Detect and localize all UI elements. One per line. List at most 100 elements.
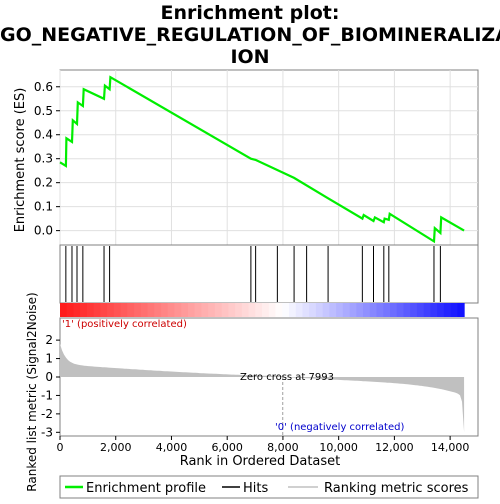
color-bar-segment bbox=[383, 303, 391, 317]
color-bar-segment bbox=[403, 303, 411, 317]
color-bar-segment bbox=[275, 303, 283, 317]
color-bar-segment bbox=[356, 303, 364, 317]
color-bar-segment bbox=[201, 303, 209, 317]
color-bar-segment bbox=[443, 303, 452, 317]
color-bar-segment bbox=[194, 303, 203, 317]
x-tick-label: 10,000 bbox=[319, 441, 358, 454]
legend-label-metric: Ranking metric scores bbox=[324, 481, 469, 496]
color-bar-segment bbox=[349, 303, 357, 317]
metric-y-axis: -3 -2 -1 0 1 2 bbox=[41, 333, 60, 439]
hits-panel-frame bbox=[59, 244, 479, 304]
x-tick-label: 2,000 bbox=[100, 441, 132, 454]
color-bar-segment bbox=[100, 303, 108, 317]
color-bar-segment bbox=[134, 303, 142, 317]
positive-correlation-label: '1' (positively correlated) bbox=[62, 319, 187, 330]
chart-title: Enrichment plot: GO_NEGATIVE_REGULATION_… bbox=[0, 2, 500, 68]
color-bar-segment bbox=[342, 303, 351, 317]
es-y-tick-label: 0.0 bbox=[34, 224, 53, 238]
color-bar-segment bbox=[437, 303, 445, 317]
color-bar-segment bbox=[107, 303, 115, 317]
color-bar-segment bbox=[288, 303, 297, 317]
color-bar-segment bbox=[282, 303, 290, 317]
color-bar-segment bbox=[376, 303, 384, 317]
es-y-tick-label: 0.5 bbox=[34, 104, 53, 118]
chart-title-line-3: ION bbox=[230, 46, 270, 68]
x-tick-label: 8,000 bbox=[267, 441, 299, 454]
color-bar-segment bbox=[147, 303, 155, 317]
ranking-color-bar bbox=[60, 303, 465, 317]
color-bar-segment bbox=[309, 303, 317, 317]
es-y-tick-label: 0.4 bbox=[34, 128, 53, 142]
color-bar-segment bbox=[329, 303, 337, 317]
color-bar-segment bbox=[80, 303, 88, 317]
metric-y-tick-label: -1 bbox=[41, 388, 53, 402]
es-panel-frame bbox=[59, 69, 479, 246]
legend-box bbox=[59, 475, 479, 499]
color-bar-segment bbox=[410, 303, 418, 317]
color-bar-segment bbox=[336, 303, 344, 317]
color-bar-segment bbox=[187, 303, 196, 317]
color-bar-segment bbox=[389, 303, 398, 317]
es-y-tick-label: 0.3 bbox=[34, 152, 53, 166]
legend-label-enrichment: Enrichment profile bbox=[86, 481, 206, 496]
metric-y-tick-label: 0 bbox=[45, 370, 53, 384]
color-bar-segment bbox=[302, 303, 310, 317]
color-bar-segment bbox=[295, 303, 304, 317]
metric-y-axis-label: Ranked list metric (Signal2Noise) bbox=[25, 292, 39, 491]
color-bar-segment bbox=[241, 303, 250, 317]
metric-y-tick-label: -3 bbox=[41, 425, 53, 439]
color-bar-segment bbox=[161, 303, 169, 317]
color-bar-segment bbox=[363, 303, 371, 317]
zero-cross-label: Zero cross at 7993 bbox=[240, 372, 334, 383]
x-tick-label: 6,000 bbox=[211, 441, 243, 454]
color-bar-segment bbox=[60, 303, 68, 317]
color-bar-segment bbox=[181, 303, 189, 317]
color-bar-segment bbox=[66, 303, 75, 317]
es-y-axis-label: Enrichment score (ES) bbox=[13, 88, 28, 233]
color-bar-segment bbox=[268, 303, 277, 317]
color-bar-segment bbox=[235, 303, 243, 317]
color-bar-segment bbox=[221, 303, 229, 317]
color-bar-segment bbox=[315, 303, 324, 317]
color-bar-segment bbox=[457, 303, 465, 317]
metric-y-tick-label: 2 bbox=[45, 333, 53, 347]
color-bar-segment bbox=[396, 303, 405, 317]
metric-y-tick-label: 1 bbox=[45, 352, 53, 366]
color-bar-segment bbox=[214, 303, 223, 317]
x-axis: 0 2,000 4,000 6,000 8,000 10,000 12,000 14,000 bbox=[57, 436, 470, 454]
es-y-axis: 0.0 0.1 0.2 0.3 0.4 0.5 0.6 bbox=[34, 80, 60, 238]
enrichment-profile-line bbox=[59, 75, 465, 244]
color-bar-segment bbox=[154, 303, 162, 317]
color-bar-segment bbox=[113, 303, 122, 317]
color-bar-segment bbox=[262, 303, 270, 317]
metric-y-tick-label: -2 bbox=[41, 407, 53, 421]
x-tick-label: 14,000 bbox=[431, 441, 470, 454]
hits-marks bbox=[65, 246, 441, 302]
color-bar-segment bbox=[248, 303, 256, 317]
color-bar-segment bbox=[73, 303, 81, 317]
es-y-tick-label: 0.6 bbox=[34, 80, 53, 94]
negative-correlation-label: '0' (negatively correlated) bbox=[275, 422, 404, 433]
es-y-tick-label: 0.2 bbox=[34, 176, 53, 190]
color-bar-segment bbox=[416, 303, 425, 317]
x-tick-label: 4,000 bbox=[156, 441, 188, 454]
color-bar-segment bbox=[255, 303, 263, 317]
color-bar-segment bbox=[120, 303, 128, 317]
color-bar-segment bbox=[93, 303, 102, 317]
color-bar-segment bbox=[208, 303, 216, 317]
color-bar-segment bbox=[174, 303, 182, 317]
x-tick-label: 0 bbox=[57, 441, 64, 454]
x-axis-label: Rank in Ordered Dataset bbox=[180, 454, 341, 469]
legend-entry-enrichment: Enrichment profile bbox=[65, 481, 206, 496]
color-bar-segment bbox=[127, 303, 135, 317]
color-bar-segment bbox=[228, 303, 236, 317]
x-tick-label: 12,000 bbox=[375, 441, 414, 454]
color-bar-segment bbox=[430, 303, 438, 317]
legend-label-hits: Hits bbox=[243, 481, 268, 496]
legend-entry-hits: Hits bbox=[222, 481, 268, 496]
color-bar-segment bbox=[167, 303, 176, 317]
color-bar-segment bbox=[322, 303, 330, 317]
color-bar-segment bbox=[369, 303, 378, 317]
